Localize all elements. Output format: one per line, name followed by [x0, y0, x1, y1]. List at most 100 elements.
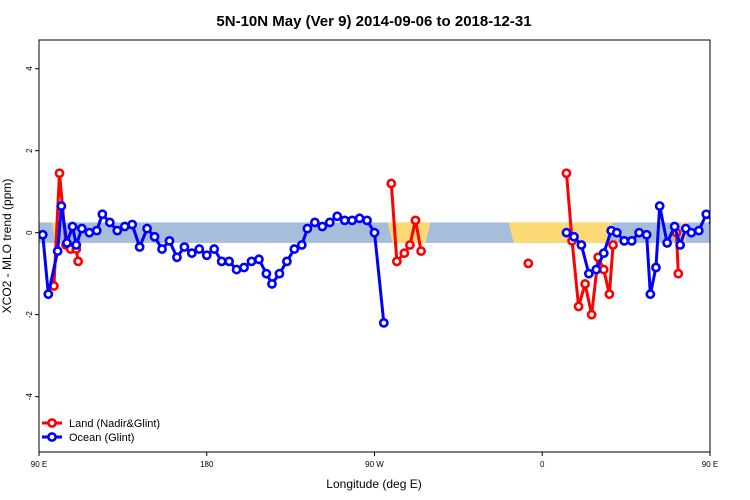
series-1-point-0-9	[91, 225, 102, 236]
x-tick-label-2: 90 W	[365, 460, 384, 469]
series-0-point-3-0	[561, 168, 572, 179]
series-0-point-2-0	[523, 258, 534, 269]
legend-label-0: Land (Nadir&Glint)	[69, 418, 160, 430]
series-1-point-1-20	[693, 225, 704, 236]
series-1-point-0-14	[127, 219, 138, 230]
series-1-point-1-17	[675, 240, 686, 250]
series-1-point-0-3	[56, 201, 67, 211]
series-0-point-3-6	[598, 264, 609, 275]
series-1-point-0-38	[302, 223, 313, 234]
series-1-point-0-15	[134, 242, 145, 252]
series-1-point-0-2	[52, 246, 63, 257]
series-1-point-0-31	[254, 254, 264, 265]
legend-label-1: Ocean (Glint)	[69, 432, 134, 444]
series-1-point-0-33	[267, 279, 277, 289]
series-1-point-1-14	[654, 201, 665, 211]
series-0-point-3-3	[580, 279, 591, 289]
series-1-point-0-32	[261, 268, 272, 279]
series-0-point-0-1	[54, 168, 65, 179]
series-1-point-1-26	[738, 243, 745, 250]
series-1-point-0-16	[142, 223, 153, 234]
y-axis-label: XCO2 - MLO trend (ppm)	[0, 179, 14, 314]
series-1-point-1-11	[641, 229, 652, 240]
series-1-point-0-35	[281, 256, 292, 267]
series-1-point-0-45	[354, 213, 365, 224]
series-0-point-5-2	[740, 241, 747, 248]
series-1-point-0-23	[194, 244, 205, 254]
series-1-point-1-22	[708, 219, 710, 226]
series-1-point-0-18	[157, 244, 167, 254]
land-band-segment-4	[732, 222, 739, 242]
series-0-line-5	[732, 173, 750, 286]
series-1-point-0-42	[332, 211, 343, 222]
series-0-point-5-3	[745, 243, 750, 250]
series-1-point-0-20	[172, 252, 182, 263]
series-1-point-1-25	[731, 221, 738, 228]
series-1-point-0-27	[224, 256, 235, 267]
series-1-point-0-19	[164, 235, 175, 246]
series-0-line-4	[674, 232, 680, 274]
legend-marker-1	[47, 432, 57, 442]
series-1-point-0-21	[179, 242, 190, 252]
series-0-point-5-0	[729, 282, 736, 289]
series-1-point-1-9	[626, 235, 637, 246]
series-1-point-0-10	[97, 209, 108, 220]
series-1-point-0-5	[67, 221, 78, 232]
series-0-point-3-7	[604, 289, 615, 300]
series-lines	[39, 168, 750, 328]
series-1-point-1-2	[576, 240, 587, 250]
series-1-point-0-46	[362, 215, 372, 226]
series-1-point-0-36	[289, 244, 300, 254]
series-1-point-0-28	[231, 264, 242, 275]
series-0-point-3-4	[586, 309, 597, 320]
x-tick-label-3: 0	[540, 460, 545, 469]
series-0-point-4-1	[673, 268, 684, 279]
series-1-point-0-11	[104, 217, 115, 228]
series-1-point-1-23	[718, 227, 725, 234]
x-tick-label-0: 90 E	[31, 460, 47, 469]
series-1-point-0-13	[119, 221, 130, 232]
y-tick-label-4: 4	[25, 66, 34, 71]
x-tick-label-1: 180	[200, 460, 214, 469]
y-tick-label-3: 2	[25, 148, 34, 153]
series-1-point-0-30	[246, 256, 257, 267]
series-0-point-3-8	[608, 240, 618, 250]
x-tick-label-4: 90 E	[702, 460, 718, 469]
series-1-point-0-39	[309, 217, 320, 228]
series-1-point-1-24	[725, 223, 732, 230]
series-0-point-1-4	[410, 215, 421, 226]
series-1-point-1-5	[598, 248, 609, 259]
series-1-point-0-0	[39, 229, 48, 240]
series-1-point-0-43	[339, 215, 350, 226]
series-1-point-1-19	[686, 227, 697, 238]
legend: Land (Nadir&Glint) Ocean (Glint)	[42, 418, 160, 444]
series-1-point-1-21	[701, 209, 710, 220]
series-1-point-1-4	[591, 264, 602, 275]
series-1-point-0-26	[216, 256, 227, 267]
series-1-point-1-27	[746, 225, 750, 232]
series-0-point-5-1	[734, 170, 741, 177]
series-0-point-1-3	[405, 240, 415, 250]
series-1-point-1-1	[569, 231, 579, 242]
series-1-point-0-37	[296, 240, 307, 250]
series-1-point-1-7	[611, 227, 622, 238]
series-1-point-0-6	[71, 240, 82, 250]
series-1-point-1-15	[662, 238, 673, 248]
series-0-point-3-2	[573, 301, 584, 312]
series-1-point-1-16	[669, 221, 680, 232]
series-1-point-0-41	[324, 217, 335, 228]
series-1-point-1-13	[651, 262, 661, 273]
series-0-point-1-5	[416, 246, 426, 257]
series-1-point-0-22	[186, 248, 197, 259]
series-0-point-1-0	[386, 178, 397, 189]
legend-marker-0	[47, 418, 57, 428]
series-1-point-1-0	[561, 227, 572, 238]
y-tick-label-1: -2	[25, 311, 34, 319]
series-0-point-1-2	[399, 248, 410, 259]
series-0-point-1-1	[391, 256, 402, 267]
series-1-point-1-12	[645, 289, 656, 300]
series-1-point-1-10	[634, 227, 645, 238]
plot-area	[38, 39, 750, 453]
series-0-point-0-5	[73, 256, 84, 267]
